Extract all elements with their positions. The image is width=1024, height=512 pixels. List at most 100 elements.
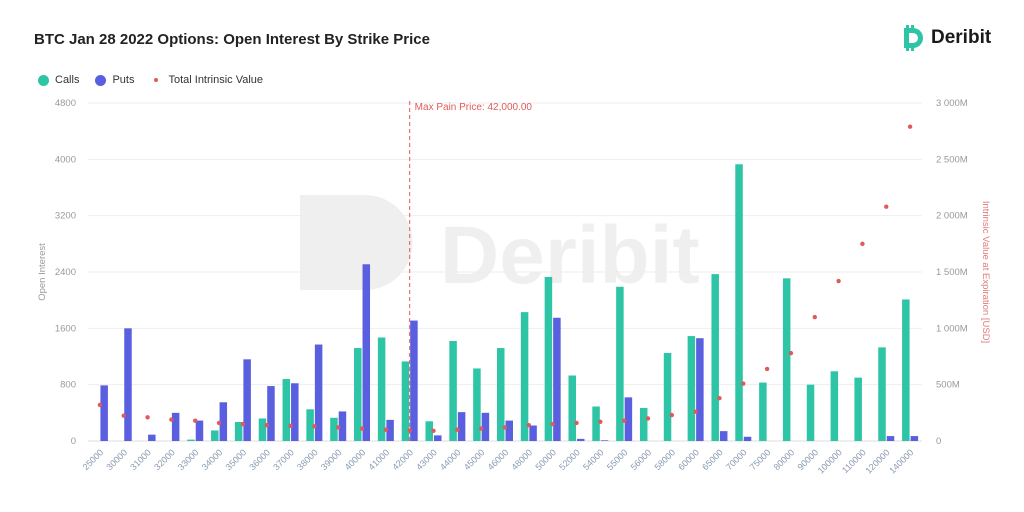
intrinsic-point [764,366,770,372]
y-tick-label: 4800 [55,98,76,109]
brand-logo: Deribit [900,24,991,52]
x-tick-label: 35000 [224,447,249,472]
chart-title: BTC Jan 28 2022 Options: Open Interest B… [34,31,430,48]
x-tick-label: 33000 [176,447,201,472]
intrinsic-point [550,421,555,427]
puts-bar [457,412,466,441]
x-tick-label: 25000 [81,447,106,472]
x-tick-label: 100000 [816,447,844,475]
intrinsic-point [693,409,698,414]
watermark-group: Deribit [300,195,700,301]
legend-item-puts: Puts [95,74,134,86]
puts-bar [338,411,347,441]
puts-bar [386,419,394,441]
x-tick-label: 40000 [343,447,368,472]
y-tick-label: 800 [60,380,76,391]
calls-bar [592,406,600,441]
intrinsic-point [717,395,722,401]
x-tick-label: 46000 [486,447,511,472]
puts-bar [624,397,633,441]
y-tick-label: 0 [71,436,76,447]
y2-tick-label: 1 500M [936,267,968,278]
intrinsic-point [526,423,532,428]
x-tick-label: 120000 [863,447,891,475]
puts-bar [743,436,752,441]
intrinsic-point [788,350,794,356]
y2-tick-label: 2 500M [936,154,968,165]
intrinsic-point [359,426,365,431]
calls-bar [377,337,386,441]
intrinsic-point [645,416,651,421]
intrinsic-point [169,417,174,422]
y2-tick-label: 500M [936,380,960,391]
puts-bar [171,412,180,441]
calls-bar [782,278,791,441]
intrinsic-point [884,204,889,209]
watermark-text: Deribit [440,210,700,301]
x-tick-label: 140000 [887,447,915,475]
calls-bar [306,409,314,441]
calls-bar [258,418,267,441]
legend-label-intrinsic: Total Intrinsic Value [168,74,264,86]
calls-bar [902,299,910,441]
intrinsic-point [193,418,198,423]
calls-bar [568,375,576,441]
puts-bar [219,402,228,441]
puts-bar [124,328,132,441]
legend-swatch-calls [38,74,49,86]
intrinsic-point [574,420,579,426]
puts-bar [886,436,895,441]
legend-label-calls: Calls [55,74,80,86]
puts-bar [267,386,275,441]
intrinsic-point [836,278,841,284]
x-tick-label: 52000 [557,447,582,472]
calls-bar [354,348,362,441]
intrinsic-point [97,402,103,408]
x-tick-label: 70000 [724,447,749,472]
watermark-mark [300,195,340,290]
puts-bar [910,436,919,441]
puts-bar [314,344,323,441]
intrinsic-point [288,423,293,428]
x-tick-label: 56000 [629,447,654,472]
legend-swatch-intrinsic [154,78,159,82]
puts-bar [148,434,156,441]
x-tick-label: 58000 [652,447,677,472]
puts-bar [410,320,418,441]
y-tick-label: 1600 [55,323,76,334]
y2-tick-label: 0 [936,436,941,447]
puts-bar [195,420,204,441]
x-tick-label: 110000 [840,447,868,475]
x-tick-label: 39000 [319,447,344,472]
legend-item-calls: Calls [38,74,79,86]
puts-bar [600,440,609,441]
x-tick-label: 45000 [462,447,487,472]
calls-bar [735,164,743,441]
puts-bar [696,338,704,441]
legend-item-intrinsic: Total Intrinsic Value [150,74,263,86]
calls-bar [687,336,696,441]
calls-bar [878,347,886,441]
deribit-logo-icon [904,25,923,51]
puts-bar [100,385,108,441]
intrinsic-point [264,423,269,428]
x-tick-label: 65000 [700,447,725,472]
y-tick-label: 3200 [55,211,76,222]
x-tick-label: 37000 [271,447,296,472]
x-tick-label: 60000 [676,447,701,472]
x-tick-label: 41000 [367,447,392,472]
y-axis-title: Open Interest [37,243,48,301]
y2-tick-label: 3 000M [936,98,968,109]
intrinsic-point [478,426,484,431]
calls-bar [830,371,839,441]
intrinsic-point [598,419,603,425]
max-pain-label: Max Pain Price: 42,000.00 [415,102,533,113]
x-tick-label: 31000 [128,447,153,472]
x-tick-label: 75000 [748,447,773,472]
x-tick-label: 43000 [414,447,439,472]
x-tick-label: 30000 [104,447,129,472]
calls-bar [401,361,410,441]
x-tick-label: 54000 [581,447,606,472]
calls-bar [806,384,815,441]
puts-bar [481,412,490,441]
